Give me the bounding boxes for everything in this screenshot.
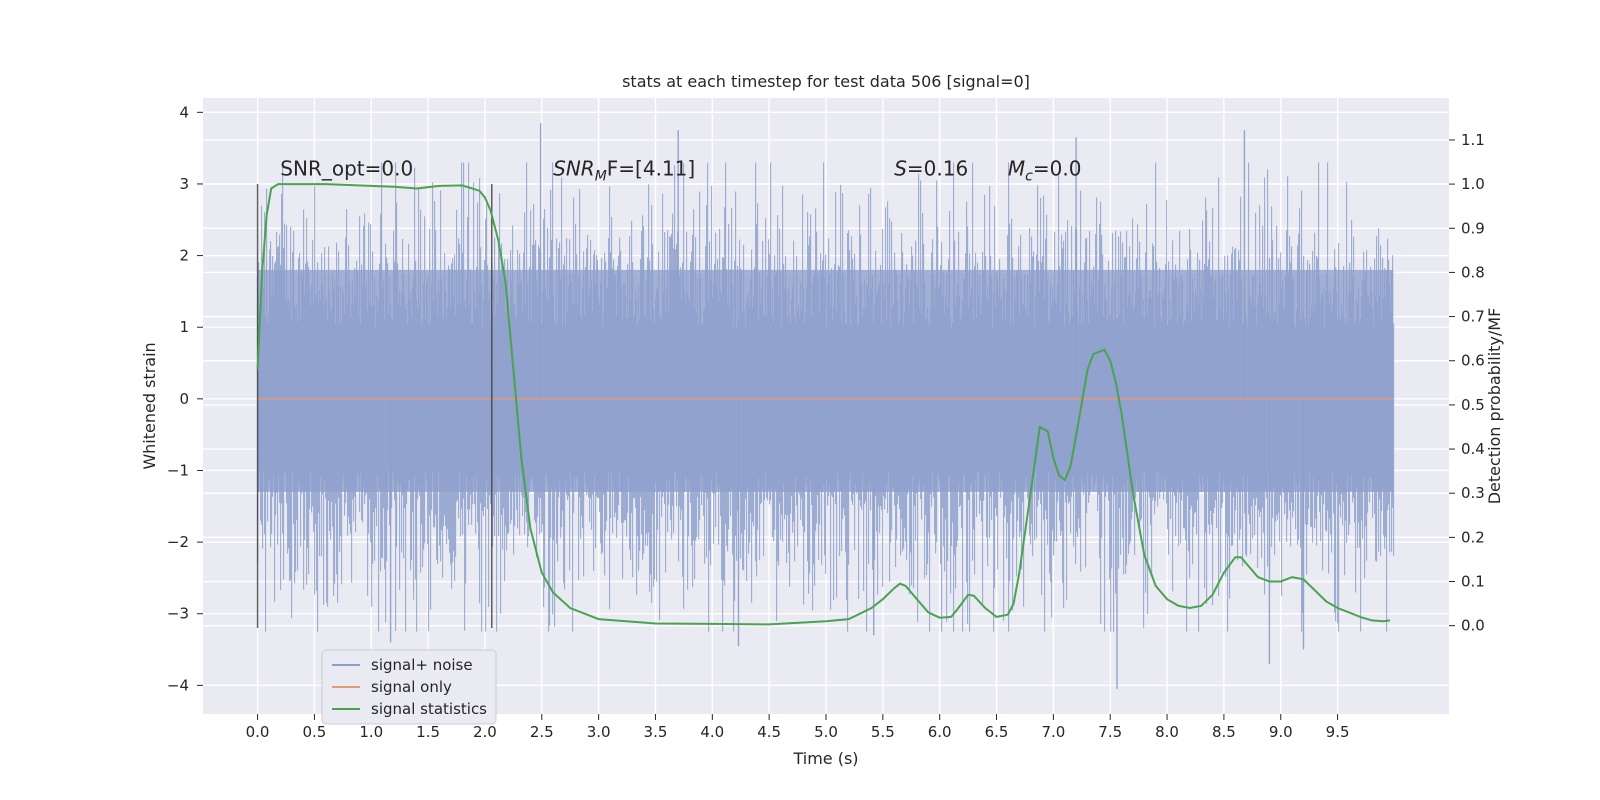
x-tick-label: 2.5 [530,723,554,741]
tick-labels: 0.0 0.5 1.0 1.5 2.0 2.5 3.0 3.5 4.0 4.5 5.0 5.5 6.0 6… [167,103,1485,741]
y-right-tick-label: 1.0 [1461,175,1485,193]
x-tick-label: 3.0 [587,723,611,741]
y-left-tick-label: 1 [179,318,189,336]
x-tick-label: 7.0 [1041,723,1065,741]
series-signal-statistics [256,183,1391,626]
noise-extreme-spikes [389,123,1305,689]
x-tick-label: 0.5 [302,723,326,741]
legend-label-signal-statistics: signal statistics [371,700,487,718]
y-right-tick-label: 0.3 [1461,484,1485,502]
y-right-tick-label: 0.4 [1461,440,1485,458]
legend-label-signal-only: signal only [371,678,452,696]
y-left-tick-label: 3 [179,175,189,193]
annotation-3: Mc=0.0 [1008,156,1082,184]
annotations: SNR_opt=0.0 SNRMF=[4.11] S=0.16 Mc=0.0 [280,156,1081,184]
x-tick-label: 8.5 [1212,723,1236,741]
y-left-tick-label: 2 [179,247,189,265]
x-tick-label: 6.5 [985,723,1009,741]
annotation-subscript: c [1025,168,1033,184]
y-right-tick-label: 0.7 [1461,308,1485,326]
annotation-prefix: S [894,156,907,180]
annotation-prefix: SNR [553,156,595,180]
y-right-tick-label: 0.5 [1461,396,1485,414]
x-tick-label: 9.5 [1326,723,1350,741]
annotation-suffix: =0.0 [365,156,414,180]
y-left-tick-label: −2 [167,533,189,551]
chart-title: stats at each timestep for test data 506… [622,72,1030,91]
signal-statistics-line [256,183,1391,626]
y-right-tick-label: 0.0 [1461,617,1485,635]
annotation-prefix: M [1008,156,1025,180]
vertical-markers [256,183,493,629]
annotation-suffix: F=[4.11] [607,156,695,180]
annotation-prefix: SNR_opt [280,156,364,180]
y-axis-label-right: Detection probability/MF [1485,308,1504,505]
y-left-tick-label: −4 [167,676,189,694]
x-tick-label: 1.5 [416,723,440,741]
annotation-suffix: =0.16 [907,156,968,180]
x-tick-label: 0.0 [246,723,270,741]
legend-label-signal-plus-noise: signal+ noise [371,656,473,674]
annotation-1: SNRMF=[4.11] [553,156,695,184]
annotation-subscript: M [595,168,607,184]
y-right-tick-label: 0.8 [1461,263,1485,281]
x-tick-label: 7.5 [1098,723,1122,741]
x-tick-label: 3.5 [644,723,668,741]
y-left-tick-label: 4 [179,103,189,121]
y-left-tick-label: 0 [179,390,189,408]
x-axis-label: Time (s) [792,749,858,768]
x-tick-label: 5.0 [814,723,838,741]
annotation-2: S=0.16 [894,156,968,180]
x-tick-label: 8.0 [1155,723,1179,741]
x-tick-label: 2.0 [473,723,497,741]
y-left-tick-label: −1 [167,461,189,479]
y-right-tick-label: 0.2 [1461,528,1485,546]
x-tick-label: 4.0 [700,723,724,741]
x-tick-label: 9.0 [1269,723,1293,741]
series-signal-plus-noise [257,123,1395,689]
x-tick-label: 6.0 [928,723,952,741]
annotation-suffix: =0.0 [1033,156,1082,180]
annotation-0: SNR_opt=0.0 [280,156,413,180]
y-right-tick-label: 0.9 [1461,219,1485,237]
y-axis-label-left: Whitened strain [140,342,159,469]
y-left-tick-label: −3 [167,605,189,623]
legend-box [321,649,497,725]
x-tick-label: 5.5 [871,723,895,741]
x-tick-label: 4.5 [757,723,781,741]
x-tick-label: 1.0 [359,723,383,741]
y-right-tick-label: 0.1 [1461,573,1485,591]
y-right-tick-label: 0.6 [1461,352,1485,370]
legend: signal+ noise signal only signal statist… [321,649,497,725]
y-right-tick-label: 1.1 [1461,131,1485,149]
